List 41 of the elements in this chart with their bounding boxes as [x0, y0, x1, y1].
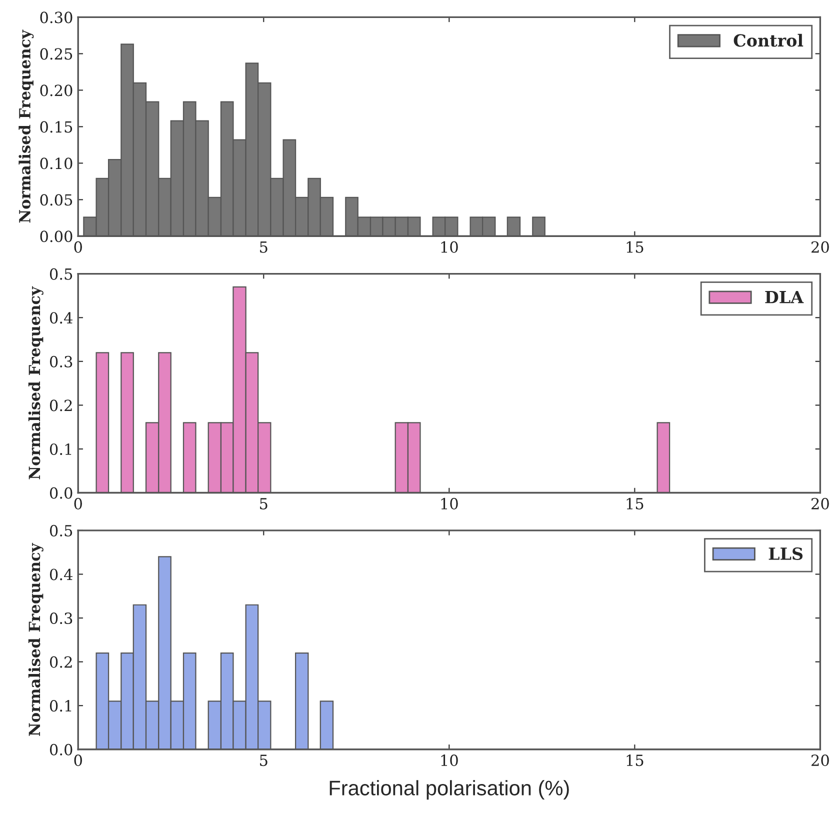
legend-label: Control	[734, 34, 804, 47]
y-tick-label: 0.00	[40, 230, 72, 242]
x-tick-label: 20	[812, 498, 829, 510]
legend-label: DLA	[765, 291, 804, 304]
y-tick-label: 0.0	[50, 744, 72, 756]
x-axis-title: Fractional polarisation (%)	[330, 780, 569, 800]
x-tick-label: 20	[812, 241, 829, 253]
x-tick-label: 0	[74, 498, 82, 510]
x-tick-label: 10	[441, 754, 458, 766]
x-tick-label: 15	[626, 498, 644, 510]
y-tick-label: 0.20	[40, 84, 72, 96]
y-tick-label: 0.1	[50, 700, 72, 712]
y-tick-label: 0.05	[40, 194, 72, 206]
x-tick-label: 15	[626, 241, 644, 253]
y-tick-label: 0.2	[50, 656, 72, 668]
x-tick-label: 15	[626, 754, 644, 766]
y-axis-title: Normalised Frequency	[28, 542, 44, 736]
x-tick-label: 0	[74, 754, 82, 766]
y-tick-label: 0.4	[50, 568, 72, 580]
y-tick-label: 0.1	[50, 443, 72, 455]
x-tick-label: 5	[260, 754, 268, 766]
y-tick-label: 0.2	[50, 400, 72, 412]
x-tick-label: 10	[441, 498, 458, 510]
legend-label: LLS	[768, 547, 803, 560]
x-tick-label: 10	[441, 241, 458, 253]
x-tick-label: 20	[812, 754, 829, 766]
y-tick-label: 0.30	[40, 12, 72, 24]
y-axis-title: Normalised Frequency	[28, 286, 44, 480]
y-tick-label: 0.3	[50, 356, 72, 368]
y-tick-label: 0.4	[50, 312, 72, 324]
y-axis-title: Normalised Frequency	[18, 30, 34, 223]
y-tick-label: 0.15	[40, 121, 72, 133]
y-tick-label: 0.5	[50, 268, 72, 280]
x-tick-label: 5	[260, 241, 268, 253]
y-tick-label: 0.10	[40, 158, 72, 170]
x-tick-label: 0	[74, 241, 82, 253]
y-tick-label: 0.25	[40, 48, 72, 60]
y-tick-label: 0.3	[50, 612, 72, 624]
y-tick-label: 0.5	[50, 524, 72, 536]
y-tick-label: 0.0	[50, 487, 72, 499]
x-tick-label: 5	[260, 498, 268, 510]
